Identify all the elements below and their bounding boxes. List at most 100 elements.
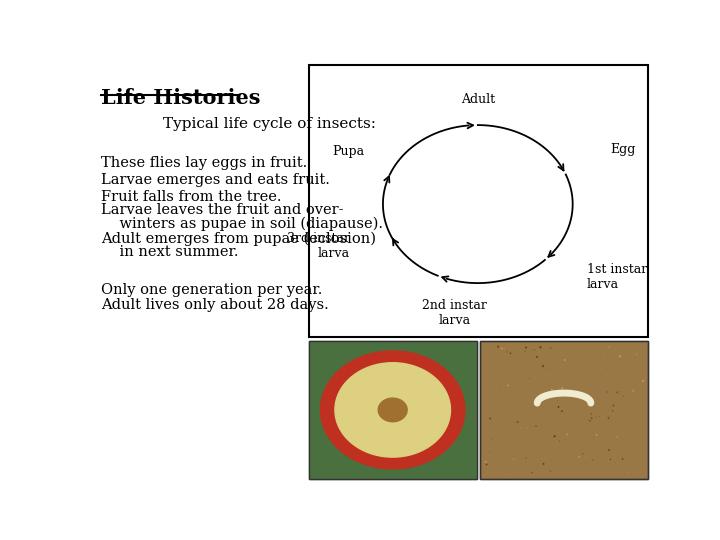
Ellipse shape xyxy=(486,463,487,465)
Ellipse shape xyxy=(622,458,624,460)
Ellipse shape xyxy=(500,343,502,345)
Text: Only one generation per year.: Only one generation per year. xyxy=(101,283,323,297)
Ellipse shape xyxy=(606,391,608,393)
Ellipse shape xyxy=(498,346,499,348)
Text: 3rd instar
larva: 3rd instar larva xyxy=(287,232,350,260)
Ellipse shape xyxy=(582,453,584,455)
Ellipse shape xyxy=(529,378,530,379)
Ellipse shape xyxy=(551,389,553,391)
Ellipse shape xyxy=(623,396,624,397)
Ellipse shape xyxy=(595,434,598,436)
Text: Life Histories: Life Histories xyxy=(101,87,261,107)
Polygon shape xyxy=(378,398,407,422)
Text: Egg: Egg xyxy=(611,143,636,156)
Ellipse shape xyxy=(542,365,544,367)
Ellipse shape xyxy=(526,457,527,458)
Ellipse shape xyxy=(606,380,607,381)
Text: These flies lay eggs in fruit.: These flies lay eggs in fruit. xyxy=(101,156,307,170)
Ellipse shape xyxy=(564,359,566,361)
Ellipse shape xyxy=(616,392,618,394)
Ellipse shape xyxy=(608,346,610,348)
Bar xyxy=(480,341,648,478)
Text: Adult lives only about 28 days.: Adult lives only about 28 days. xyxy=(101,299,329,313)
Ellipse shape xyxy=(599,416,600,417)
Ellipse shape xyxy=(535,425,537,427)
Polygon shape xyxy=(335,363,451,457)
Ellipse shape xyxy=(608,390,611,392)
Text: Larvae leaves the fruit and over-: Larvae leaves the fruit and over- xyxy=(101,203,343,217)
Ellipse shape xyxy=(534,349,535,350)
Ellipse shape xyxy=(610,458,611,460)
Ellipse shape xyxy=(589,420,590,422)
Text: winters as pupae in soil (diapause).: winters as pupae in soil (diapause). xyxy=(101,216,383,231)
Ellipse shape xyxy=(550,347,552,349)
Ellipse shape xyxy=(557,424,559,426)
Ellipse shape xyxy=(554,446,556,447)
Ellipse shape xyxy=(612,410,613,412)
Bar xyxy=(309,65,648,337)
Ellipse shape xyxy=(590,382,592,383)
Ellipse shape xyxy=(520,405,521,407)
Ellipse shape xyxy=(556,443,557,444)
Ellipse shape xyxy=(632,390,634,392)
Ellipse shape xyxy=(613,413,614,415)
Bar xyxy=(309,341,477,478)
Ellipse shape xyxy=(618,355,621,357)
Ellipse shape xyxy=(613,404,614,407)
Bar xyxy=(309,341,477,478)
Polygon shape xyxy=(320,351,465,469)
Bar xyxy=(480,341,648,478)
Ellipse shape xyxy=(603,357,606,359)
Ellipse shape xyxy=(526,428,527,429)
Ellipse shape xyxy=(608,449,610,451)
Ellipse shape xyxy=(506,351,508,353)
Ellipse shape xyxy=(608,417,610,419)
Ellipse shape xyxy=(566,434,568,435)
Ellipse shape xyxy=(525,347,527,348)
Ellipse shape xyxy=(517,421,518,423)
Ellipse shape xyxy=(578,456,580,458)
Ellipse shape xyxy=(595,399,596,400)
Ellipse shape xyxy=(507,384,509,387)
Ellipse shape xyxy=(535,427,536,428)
Ellipse shape xyxy=(489,417,491,420)
Ellipse shape xyxy=(485,461,487,463)
Ellipse shape xyxy=(642,380,644,382)
Ellipse shape xyxy=(545,437,546,439)
Ellipse shape xyxy=(578,372,580,373)
Text: in next summer.: in next summer. xyxy=(101,245,238,259)
Ellipse shape xyxy=(531,471,533,473)
Ellipse shape xyxy=(592,460,593,461)
Ellipse shape xyxy=(513,458,514,460)
Ellipse shape xyxy=(590,401,591,403)
Ellipse shape xyxy=(500,387,501,388)
Ellipse shape xyxy=(561,410,563,413)
Ellipse shape xyxy=(504,348,506,350)
Ellipse shape xyxy=(595,416,596,417)
Ellipse shape xyxy=(584,398,585,400)
Ellipse shape xyxy=(539,346,541,348)
Text: Pupa: Pupa xyxy=(333,145,365,158)
Ellipse shape xyxy=(535,404,537,406)
Ellipse shape xyxy=(616,436,618,438)
Text: Typical life cycle of insects:: Typical life cycle of insects: xyxy=(163,117,376,131)
Ellipse shape xyxy=(590,417,593,420)
Ellipse shape xyxy=(501,347,503,349)
Ellipse shape xyxy=(543,463,544,465)
Ellipse shape xyxy=(590,413,592,415)
Ellipse shape xyxy=(578,385,580,387)
Ellipse shape xyxy=(536,356,538,358)
Ellipse shape xyxy=(557,406,559,408)
Ellipse shape xyxy=(510,353,511,354)
Text: Larvae emerges and eats fruit.: Larvae emerges and eats fruit. xyxy=(101,173,330,187)
Ellipse shape xyxy=(505,474,507,475)
Text: Adult emerges from pupae (eclosion): Adult emerges from pupae (eclosion) xyxy=(101,232,376,246)
Ellipse shape xyxy=(544,379,546,380)
Ellipse shape xyxy=(629,415,630,416)
Ellipse shape xyxy=(559,440,560,442)
Text: Fruit falls from the tree.: Fruit falls from the tree. xyxy=(101,190,282,204)
Bar xyxy=(309,341,477,478)
Ellipse shape xyxy=(520,427,521,428)
Text: Adult: Adult xyxy=(461,93,495,106)
Text: 1st instar
larva: 1st instar larva xyxy=(587,262,647,291)
